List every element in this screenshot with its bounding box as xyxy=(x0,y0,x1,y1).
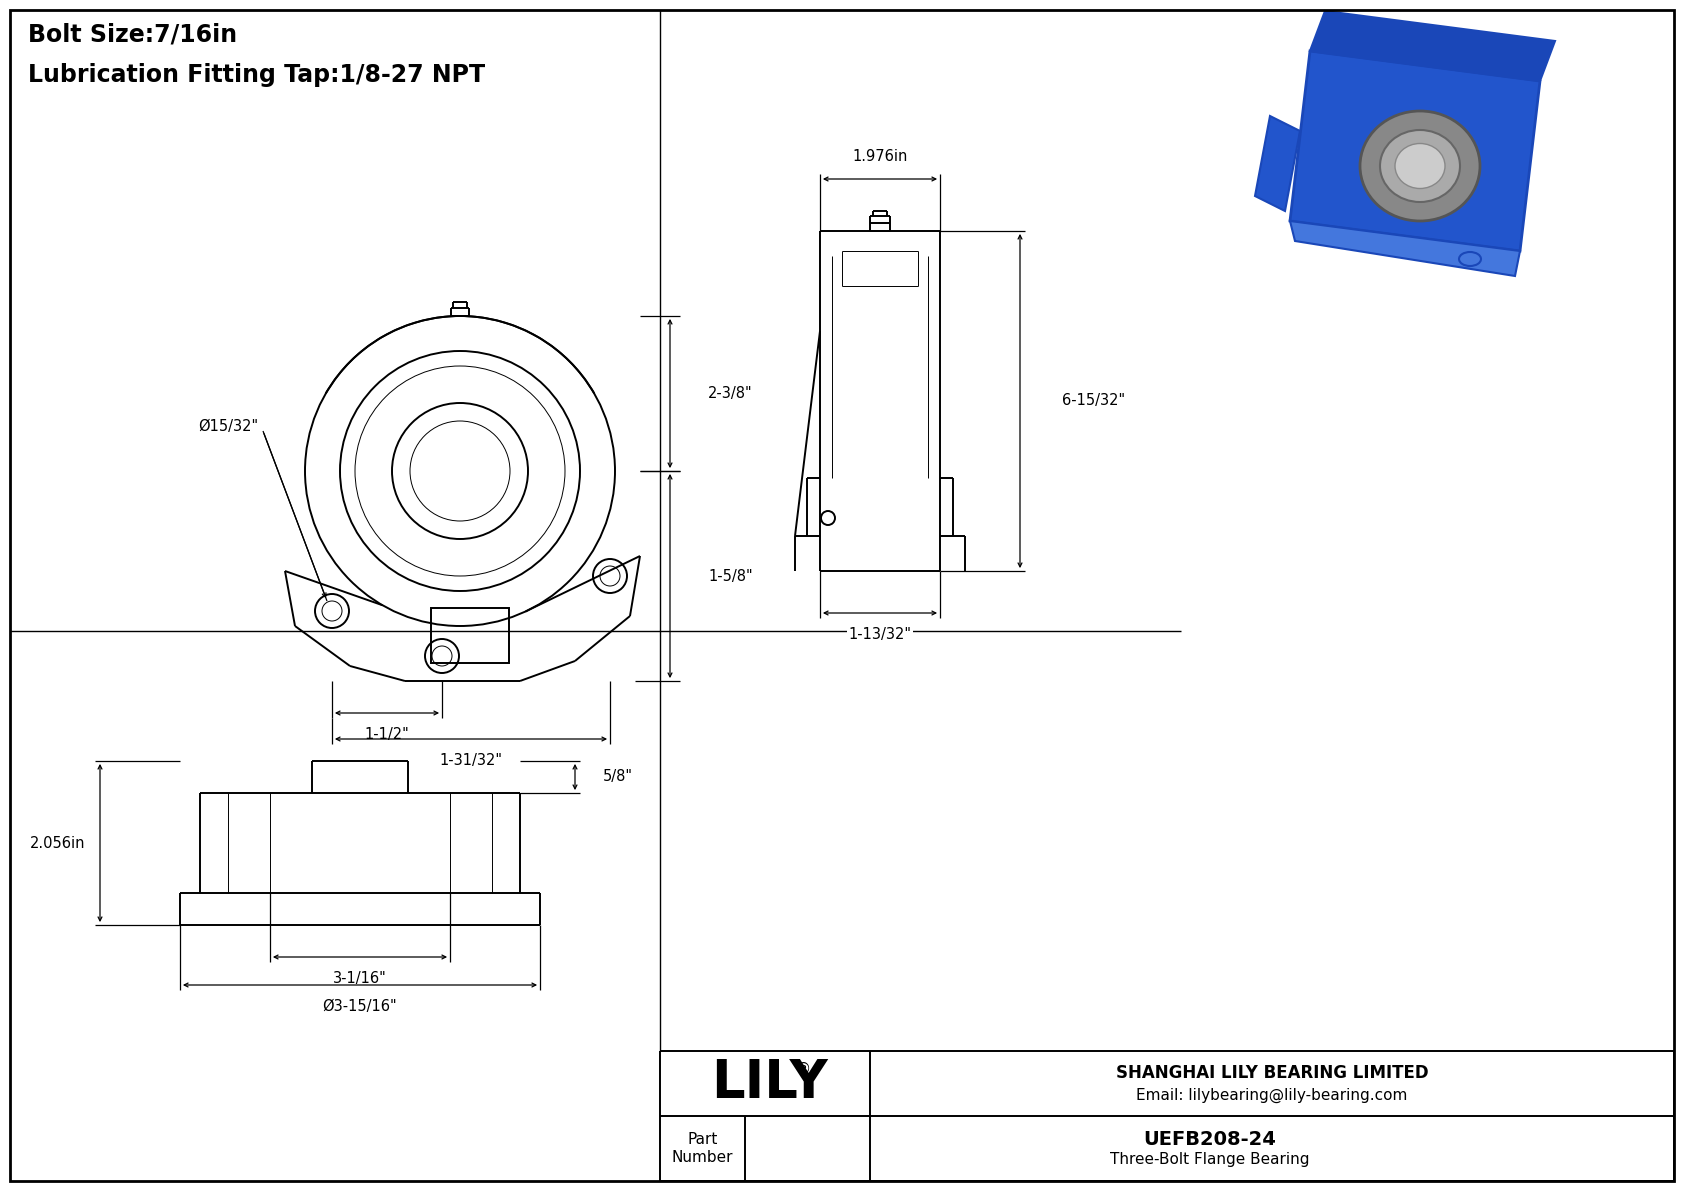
Text: UEFB208-24: UEFB208-24 xyxy=(1143,1130,1276,1149)
Text: 1-5/8": 1-5/8" xyxy=(707,568,753,584)
Polygon shape xyxy=(1310,11,1554,81)
Polygon shape xyxy=(1290,51,1539,251)
Ellipse shape xyxy=(1458,252,1480,266)
Text: 1-1/2": 1-1/2" xyxy=(365,727,409,742)
Text: Three-Bolt Flange Bearing: Three-Bolt Flange Bearing xyxy=(1110,1152,1308,1167)
Text: Part
Number: Part Number xyxy=(672,1133,733,1165)
Bar xyxy=(431,607,509,663)
Text: 2-3/8": 2-3/8" xyxy=(707,386,753,401)
Text: LILY: LILY xyxy=(712,1058,829,1110)
Text: 1-31/32": 1-31/32" xyxy=(440,753,502,768)
Text: 1.976in: 1.976in xyxy=(852,149,908,164)
Polygon shape xyxy=(1290,222,1521,276)
Text: SHANGHAI LILY BEARING LIMITED: SHANGHAI LILY BEARING LIMITED xyxy=(1116,1065,1428,1083)
Text: Bolt Size:7/16in: Bolt Size:7/16in xyxy=(29,23,237,46)
Text: Email: lilybearing@lily-bearing.com: Email: lilybearing@lily-bearing.com xyxy=(1137,1087,1408,1103)
Text: 1-13/32": 1-13/32" xyxy=(849,626,911,642)
Text: 3-1/16": 3-1/16" xyxy=(333,971,387,986)
Text: ®: ® xyxy=(795,1062,810,1077)
Text: 5/8": 5/8" xyxy=(603,769,633,785)
Ellipse shape xyxy=(1361,111,1480,222)
Text: 6-15/32": 6-15/32" xyxy=(1063,393,1125,409)
Text: Ø3-15/16": Ø3-15/16" xyxy=(323,999,397,1014)
Ellipse shape xyxy=(1394,143,1445,188)
Polygon shape xyxy=(1255,116,1300,211)
Text: 2.056in: 2.056in xyxy=(30,836,84,850)
Text: Ø15/32": Ø15/32" xyxy=(199,419,258,435)
Ellipse shape xyxy=(1379,130,1460,202)
Text: Lubrication Fitting Tap:1/8-27 NPT: Lubrication Fitting Tap:1/8-27 NPT xyxy=(29,63,485,87)
